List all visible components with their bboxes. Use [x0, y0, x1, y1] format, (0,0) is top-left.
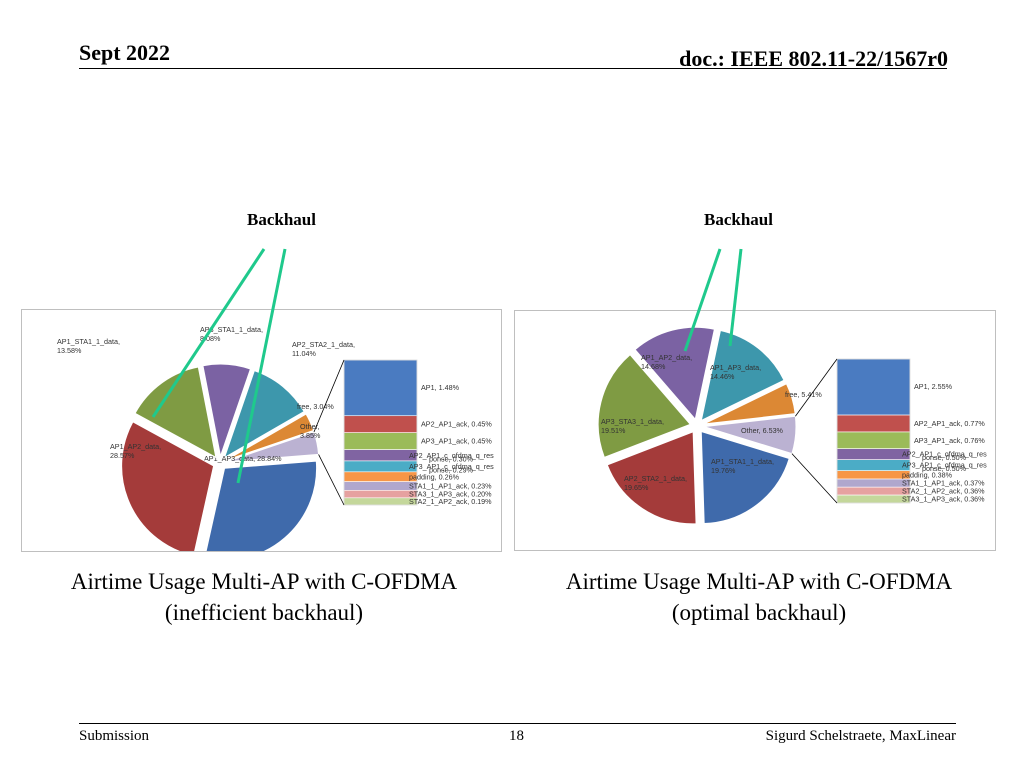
breakdown-segment-ap1-1-48: [343, 359, 418, 417]
breakdown-label-ap3-ap1-ack-0-76: AP3_AP1_ack, 0.76%: [914, 436, 985, 445]
caption-right-line2: (optimal backhaul): [671, 600, 847, 625]
pie-slice-ap1-sta1-1-data: [700, 430, 790, 525]
chart-frame-right: AP1_AP3_data, 14.46% free, 5.41% Other, 6.5…: [514, 310, 996, 551]
caption-right-line1: Airtime Usage Multi-AP with C-OFDMA: [565, 569, 953, 594]
pie-label-ap1-ap2-data: AP1_AP2_data, 28.57%: [110, 442, 161, 460]
breakdown-segment-ap3-ap1-c-ofdma-q-res: [343, 460, 418, 473]
breakdown-segment-ap3-ap1-c-ofdma-q-res: [836, 459, 911, 471]
breakdown-label-ap1-1-48: AP1, 1.48%: [421, 383, 460, 392]
pie-label-other: Other, 6.53%: [741, 426, 784, 435]
pie-slice-other: [703, 415, 797, 455]
breakdown-label-padding-0-26: padding, 0.26%: [409, 472, 460, 481]
breakdown-label-sta2-1-ap2-ack-0-36: STA2_1_AP2_ack, 0.36%: [902, 487, 985, 496]
breakdown-label-ap2-ap1-c-ofdma-q-res: AP2_AP1_c_ofdma_q_res: [902, 450, 987, 459]
breakdown-segment-ap2-ap1-ack-0-45: [343, 415, 418, 433]
breakdown-segment-ap2-ap1-c-ofdma-q-res: [836, 448, 911, 460]
caption-left-line2: (inefficient backhaul): [164, 600, 364, 625]
breakdown-segment-padding-0-38: [836, 470, 911, 480]
pie-slice-ap1-ap2-data: [121, 421, 215, 551]
breakdown-segment-sta2-1-ap2-ack-0-36: [836, 486, 911, 496]
breakdown-label-ap2-ap1-ack-0-45: AP2_AP1_ack, 0.45%: [421, 420, 492, 429]
breakdown-connector-bottom: [318, 454, 345, 506]
backhaul-label-right: Backhaul: [704, 210, 773, 229]
footer-submission: Submission: [79, 728, 150, 744]
pie-label-ap1-sta1-1-data: AP1_STA1_1_data, 19.76%: [711, 457, 774, 475]
breakdown-connector-top: [795, 358, 838, 417]
breakdown-label-ap3-ap1-c-ofdma-q-res: AP3_AP1_c_ofdma_q_res: [409, 462, 494, 471]
breakdown-segment-ap3-ap1-ack-0-76: [836, 431, 911, 449]
breakdown-overlay-label: ponse, 0.50%: [922, 453, 967, 462]
pie-label-ap1-ap3-data: AP1_AP3_data, 14.46%: [710, 363, 761, 381]
breakdown-overlay-label: ponse, 0.30%: [429, 454, 474, 463]
pie-label-ap2-sta2-1-data: AP2_STA2_1_data, 19.65%: [624, 474, 687, 492]
breakdown-label-ap3-ap1-ack-0-45: AP3_AP1_ack, 0.45%: [421, 437, 492, 446]
pie-label-free: free, 5.41%: [785, 390, 822, 399]
breakdown-label-ap3-ap1-c-ofdma-q-res: AP3_AP1_c_ofdma_q_res: [902, 461, 987, 470]
pie-label-other: Other, 3.85%: [300, 422, 321, 440]
breakdown-label-sta1-1-ap1-ack-0-37: STA1_1_AP1_ack, 0.37%: [902, 479, 985, 488]
footer-page-number: 18: [509, 728, 524, 744]
breakdown-segment-sta1-1-ap1-ack-0-37: [836, 478, 911, 488]
pie-slice-ap3-sta3-1-data: [597, 354, 692, 459]
pie-label-free: free, 3.04%: [297, 402, 334, 411]
header-doc-id: doc.: IEEE 802.11-22/1567r0: [679, 46, 948, 71]
breakdown-label-ap1-2-55: AP1, 2.55%: [914, 382, 953, 391]
pie-label-ap3-sta3-1-data: AP3_STA3_1_data, 19.51%: [601, 417, 664, 435]
pie-slice-ap1-ap3-data: [700, 329, 785, 422]
caption-left-line1: Airtime Usage Multi-AP with C-OFDMA: [70, 569, 458, 594]
breakdown-label-padding-0-38: padding, 0.38%: [902, 470, 953, 479]
breakdown-segment-sta2-1-ap2-ack-0-19: [343, 497, 418, 506]
breakdown-segment-ap1-2-55: [836, 358, 911, 416]
breakdown-overlay-label: ponse, 0.29%: [429, 465, 474, 474]
breakdown-bar-outline: [343, 359, 418, 506]
breakdown-label-sta2-1-ap2-ack-0-19: STA2_1_AP2_ack, 0.19%: [409, 497, 492, 506]
breakdown-label-ap2-ap1-c-ofdma-q-res: AP2_AP1_c_ofdma_q_res: [409, 451, 494, 460]
pie-slice-ap1-ap3-data: [205, 460, 318, 551]
pie-slice-ap2-sta2-1-data: [606, 431, 697, 525]
pie-chart-optimal: AP1_AP3_data, 14.46% free, 5.41% Other, 6.5…: [597, 326, 987, 525]
pie-label-ap1-sta1-1-data: AP1_STA1_1_data, 13.58%: [57, 337, 120, 355]
pie-label-ap3-sta1-1-data: AP3_STA1_1_data, 8.08%: [200, 325, 263, 343]
caption-left: Airtime Usage Multi-AP with C-OFDMA (ine…: [21, 566, 507, 628]
breakdown-segment-sta1-1-ap1-ack-0-23: [343, 481, 418, 491]
breakdown-overlay-label: ponse, 0.50%: [922, 464, 967, 473]
breakdown-label-ap2-ap1-ack-0-77: AP2_AP1_ack, 0.77%: [914, 419, 985, 428]
breakdown-bar-outline: [836, 358, 911, 504]
breakdown-segment-ap3-ap1-ack-0-45: [343, 432, 418, 450]
footer-rule: [79, 723, 956, 724]
header-date: Sept 2022: [79, 40, 171, 65]
breakdown-connector-top: [313, 359, 345, 433]
pie-label-ap1-ap2-data: AP1_AP2_data, 14.68%: [641, 353, 692, 371]
breakdown-label-sta1-1-ap1-ack-0-23: STA1_1_AP1_ack, 0.23%: [409, 481, 492, 490]
chart-frame-left: AP3_STA1_1_data, 8.08% AP2_STA2_1_data, 11.…: [21, 309, 502, 552]
header-rule: [79, 68, 947, 69]
breakdown-segment-sta3-1-ap3-ack-0-36: [836, 494, 911, 504]
footer-author: Sigurd Schelstraete, MaxLinear: [765, 728, 956, 744]
pie-slice-free: [703, 383, 796, 425]
breakdown-label-sta3-1-ap3-ack-0-20: STA3_1_AP3_ack, 0.20%: [409, 490, 492, 499]
pie-label-ap2-sta2-1-data: AP2_STA2_1_data, 11.04%: [292, 340, 355, 358]
breakdown-label-sta3-1-ap3-ack-0-36: STA3_1_AP3_ack, 0.36%: [902, 495, 985, 504]
breakdown-segment-ap2-ap1-ack-0-77: [836, 414, 911, 433]
breakdown-segment-padding-0-26: [343, 471, 418, 482]
backhaul-label-left: Backhaul: [247, 210, 316, 229]
breakdown-connector-bottom: [791, 453, 838, 504]
breakdown-segment-ap2-ap1-c-ofdma-q-res: [343, 449, 418, 462]
caption-right: Airtime Usage Multi-AP with C-OFDMA (opt…: [516, 566, 1002, 628]
breakdown-segment-sta3-1-ap3-ack-0-20: [343, 490, 418, 499]
pie-chart-inefficient: AP3_STA1_1_data, 8.08% AP2_STA2_1_data, 11.…: [57, 325, 494, 551]
